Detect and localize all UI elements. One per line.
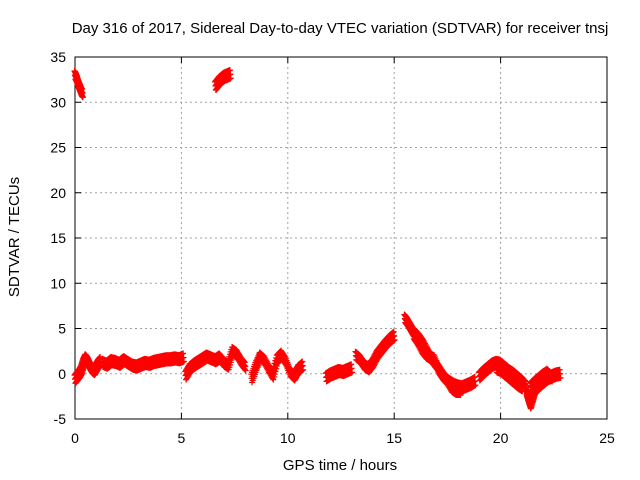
data-point <box>547 369 554 376</box>
x-axis-label: GPS time / hours <box>283 457 397 474</box>
y-tick-label: 10 <box>50 275 66 291</box>
data-point <box>271 371 278 378</box>
data-point <box>180 350 187 357</box>
data-point <box>79 86 86 93</box>
x-tick-label: 0 <box>71 430 79 446</box>
data-point <box>299 358 306 365</box>
data-point <box>549 378 556 385</box>
data-point <box>241 358 248 365</box>
data-point <box>556 366 563 373</box>
data-point <box>272 368 279 375</box>
data-points <box>71 67 564 412</box>
y-tick-label: 35 <box>50 49 66 65</box>
x-tick-label: 20 <box>493 430 509 446</box>
data-point <box>273 365 280 372</box>
data-point <box>522 377 529 384</box>
y-tick-label: 30 <box>50 94 66 110</box>
data-point <box>300 366 307 373</box>
data-point <box>226 67 233 74</box>
x-tick-label: 5 <box>178 430 186 446</box>
data-point <box>456 383 463 390</box>
data-point <box>557 374 564 381</box>
data-point <box>390 329 397 336</box>
y-tick-label: 20 <box>50 185 66 201</box>
x-tick-label: 10 <box>280 430 296 446</box>
data-point <box>271 373 278 380</box>
y-axis-label: SDTVAR / TECUs <box>6 177 23 297</box>
data-point <box>349 369 356 376</box>
data-point <box>79 94 86 101</box>
data-point <box>518 380 525 387</box>
data-point <box>242 367 249 374</box>
data-point <box>227 75 234 82</box>
data-point <box>180 358 187 365</box>
data-point <box>298 359 305 366</box>
y-tick-label: 15 <box>50 230 66 246</box>
y-tick-label: 0 <box>58 366 66 382</box>
y-tick-label: -5 <box>54 411 67 427</box>
data-point <box>472 382 479 389</box>
data-point <box>457 392 464 399</box>
x-tick-label: 15 <box>386 430 402 446</box>
data-point <box>522 378 529 385</box>
x-tick-label: 25 <box>599 430 615 446</box>
chart-title: Day 316 of 2017, Sidereal Day-to-day VTE… <box>72 20 609 37</box>
data-point <box>241 359 248 366</box>
data-point <box>548 370 555 377</box>
data-point <box>348 361 355 368</box>
y-tick-label: 5 <box>58 321 66 337</box>
data-point <box>273 363 280 370</box>
data-point <box>390 328 397 335</box>
data-point <box>391 336 398 343</box>
data-point <box>270 376 277 383</box>
y-tick-label: 25 <box>50 140 66 156</box>
